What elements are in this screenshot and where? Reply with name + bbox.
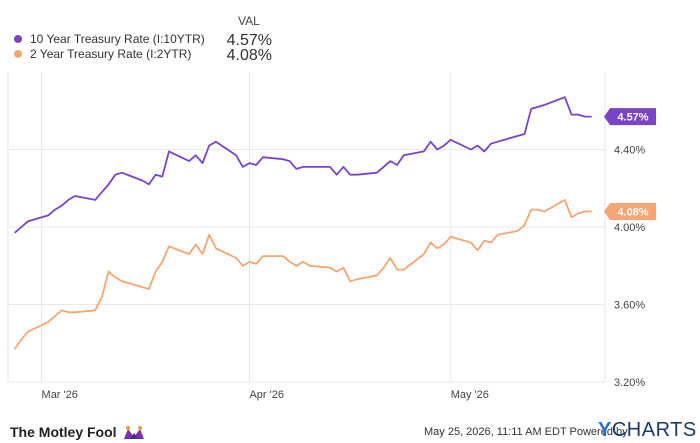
series-line-10-year [14,96,592,234]
brand-name: The Motley Fool [10,424,117,440]
ycharts-logo: YCHARTS [598,419,697,442]
end-label-badge-2-year [604,203,656,220]
legend-value-2-year: 4.08% [226,47,272,64]
line-chart: 3.20% 3.60% 4.00% 4.40% Mar '26 Apr '26 May '2… [7,72,656,401]
y-tick-label: 3.60% [614,300,645,312]
timestamp-text: May 25, 2026, 11:11 AM EDT Powered by [424,426,628,438]
chart-legend: VAL 10 Year Treasury Rate (I:10YTR) 4.57… [0,0,300,70]
x-tick-label: Mar '26 [42,389,78,401]
x-tick-label: May '26 [451,389,489,401]
x-tick-label: Apr '26 [249,389,284,401]
y-tick-label: 4.40% [614,145,645,157]
legend-value-header: VAL [238,14,260,28]
ycharts-logo-text: CHARTS [611,419,697,441]
jester-hat-icon [124,426,145,440]
end-label-10-year: 4.57% [617,112,648,124]
end-label-2-year: 4.08% [617,207,648,219]
legend-item-2-year: 2 Year Treasury Rate (I:2YTR) [14,47,191,61]
y-tick-label: 4.00% [614,222,645,234]
chart-footer: The Motley Fool May 25, 2026, 11:11 AM E… [0,410,700,443]
ycharts-logo-y: Y [598,419,612,441]
motley-fool-logo: The Motley Fool [10,424,146,441]
legend-value-10-year: 4.57% [226,32,272,49]
series-line-2-year [13,198,592,350]
legend-item-10-year: 10 Year Treasury Rate (I:10YTR) [14,32,205,46]
legend-label-10-year: 10 Year Treasury Rate (I:10YTR) [30,32,205,46]
y-tick-label: 3.20% [614,377,645,389]
legend-marker-2-year [14,49,22,58]
legend-marker-10-year [14,34,22,43]
end-label-badge-10-year [604,108,656,126]
legend-label-2-year: 2 Year Treasury Rate (I:2YTR) [30,47,192,61]
